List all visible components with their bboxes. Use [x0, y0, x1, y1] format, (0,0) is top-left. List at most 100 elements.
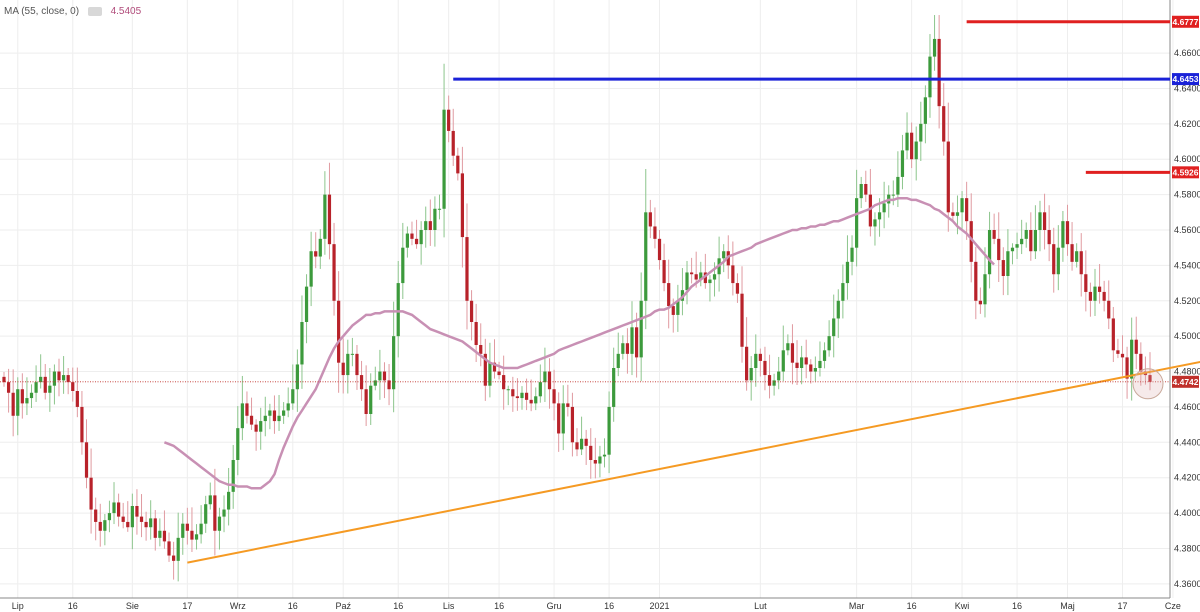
x-tick-label: Lip [12, 601, 24, 611]
candle-body [855, 198, 859, 248]
settings-icon[interactable] [87, 6, 102, 16]
x-tick-label: 16 [1012, 601, 1022, 611]
candle-body [419, 230, 423, 245]
candle-body [960, 198, 964, 213]
candle-body [80, 406, 84, 443]
candle-body [231, 460, 235, 492]
x-tick-label: 16 [393, 601, 403, 611]
candle-body [300, 322, 304, 365]
candle-body [2, 376, 6, 383]
candle-body [373, 380, 377, 386]
candle-body [139, 516, 144, 522]
candle-body [818, 360, 822, 368]
candle-body [1107, 300, 1111, 319]
candle-body [61, 375, 66, 381]
candle-body [1047, 230, 1051, 245]
candle-body [451, 130, 455, 156]
candle-body [671, 306, 675, 315]
candle-body [786, 343, 790, 351]
candle-body [382, 371, 387, 381]
candle-body [194, 534, 199, 540]
candle-body [534, 396, 538, 404]
candle-body [515, 396, 520, 399]
candle-body [749, 368, 753, 381]
candle-body [185, 523, 189, 531]
candle-body [1093, 286, 1097, 301]
candle-body [648, 212, 652, 227]
candle-body [337, 300, 341, 363]
candle-body [57, 371, 61, 381]
candle-body [474, 322, 478, 345]
candle-body [414, 238, 419, 245]
candle-body [25, 398, 29, 404]
candle-body [722, 251, 726, 259]
candle-body [552, 389, 556, 404]
indicator-label: MA (55, close, 0) [4, 6, 80, 17]
x-tick-label: Cze [1165, 601, 1181, 611]
candle-body [822, 350, 827, 361]
candle-body [850, 247, 854, 262]
candle-body [735, 283, 740, 294]
candle-body [983, 274, 987, 305]
candle-body [112, 502, 116, 514]
candle-body [694, 274, 698, 280]
candle-body [1015, 244, 1019, 248]
candle-body [424, 221, 428, 230]
y-tick-label: 4.5600 [1174, 225, 1200, 235]
candle-body [602, 454, 607, 457]
candle-body [314, 251, 318, 257]
candle-body [240, 403, 244, 429]
x-tick-label: 16 [907, 601, 917, 611]
candle-body [378, 371, 382, 381]
candle-body [987, 230, 992, 275]
moving-average-line [163, 196, 995, 490]
candle-body [942, 106, 946, 142]
candle-body [433, 208, 437, 230]
candle-body [662, 260, 666, 284]
candle-body [34, 382, 38, 393]
candle-body [89, 477, 93, 510]
x-tick-label: Lis [443, 601, 455, 611]
candle-body [1134, 339, 1138, 354]
candle-body [928, 56, 932, 98]
candle-body [767, 375, 772, 386]
candle-body [657, 238, 662, 261]
candle-body [162, 530, 167, 542]
candle-body [199, 523, 203, 535]
candle-body [135, 506, 139, 517]
candle-body [644, 212, 648, 301]
y-tick-label: 4.4000 [1174, 508, 1200, 518]
y-tick-label: 4.5000 [1174, 331, 1200, 341]
candle-body [144, 521, 148, 528]
candle-body [304, 286, 309, 322]
candle-body [873, 219, 877, 227]
x-tick-label: 2021 [649, 601, 669, 611]
candle-body [836, 300, 840, 319]
grid-lines [0, 0, 1174, 598]
candle-body [167, 541, 171, 556]
candle-body [859, 184, 863, 199]
candle-body [543, 371, 547, 383]
candle-body [566, 403, 570, 407]
candle-body [625, 343, 630, 354]
candle-body [396, 283, 400, 337]
candle-body [236, 428, 240, 460]
candle-body [841, 283, 845, 301]
candle-body [1139, 353, 1143, 372]
candle-body [589, 445, 593, 460]
candle-body [1102, 291, 1106, 301]
candle-body [1056, 247, 1060, 275]
candle-body [107, 513, 112, 521]
candle-body [511, 389, 515, 397]
candle-body [1120, 353, 1125, 358]
candle-body [502, 375, 506, 390]
candle-body [790, 343, 795, 363]
candle-body [369, 385, 373, 414]
y-tick-label: 4.6200 [1174, 119, 1200, 129]
candle-body [332, 244, 336, 301]
candle-body [570, 406, 575, 443]
candle-body [1006, 251, 1010, 276]
candle-body [460, 173, 465, 238]
candle-body [447, 109, 451, 131]
